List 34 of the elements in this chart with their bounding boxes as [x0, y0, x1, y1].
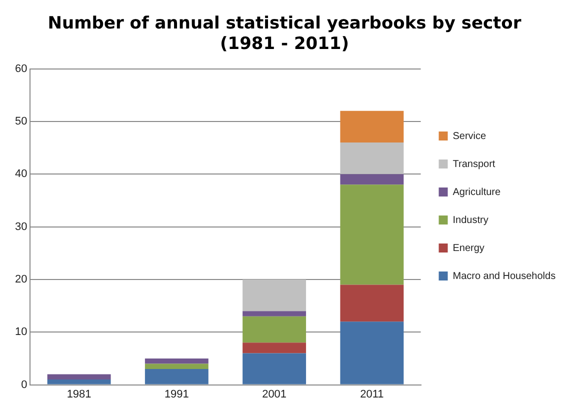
- bar: [340, 322, 404, 384]
- bar: [144, 364, 208, 369]
- bar: [47, 374, 111, 380]
- legend-label: Transport: [452, 158, 496, 170]
- bar: [340, 184, 404, 285]
- bar: [242, 279, 306, 312]
- bar: [242, 311, 306, 316]
- bar: [242, 342, 306, 354]
- x-tick-label: 1991: [164, 388, 189, 400]
- legend-label: Energy: [452, 242, 484, 254]
- bar: [144, 369, 208, 384]
- bar: [47, 380, 111, 384]
- bar: [144, 358, 208, 364]
- y-tick-label: 30: [14, 220, 28, 233]
- y-tick-label: 60: [14, 62, 28, 75]
- y-tick-label: 10: [14, 326, 28, 338]
- bar: [340, 174, 404, 185]
- x-tick-label: 2011: [360, 388, 384, 400]
- bar: [340, 142, 404, 174]
- chart-title: Number of annual statistical yearbooks by sector (1981 - 2011): [48, 14, 522, 54]
- y-tick-label: 20: [14, 274, 28, 286]
- bar: [242, 316, 306, 343]
- x-tick-label: 1981: [66, 388, 92, 400]
- legend-label: Macro and Households: [452, 270, 556, 282]
- legend-label: Service: [452, 130, 487, 142]
- y-tick-label: 50: [14, 116, 28, 128]
- bar: [340, 110, 404, 143]
- bar: [242, 353, 306, 384]
- legend-label: Industry: [452, 214, 488, 226]
- y-tick-label: 0: [21, 378, 28, 391]
- legend-label: Agriculture: [452, 186, 501, 198]
- bar: [340, 284, 404, 322]
- y-tick-label: 40: [14, 168, 28, 180]
- x-tick-label: 2001: [262, 388, 287, 400]
